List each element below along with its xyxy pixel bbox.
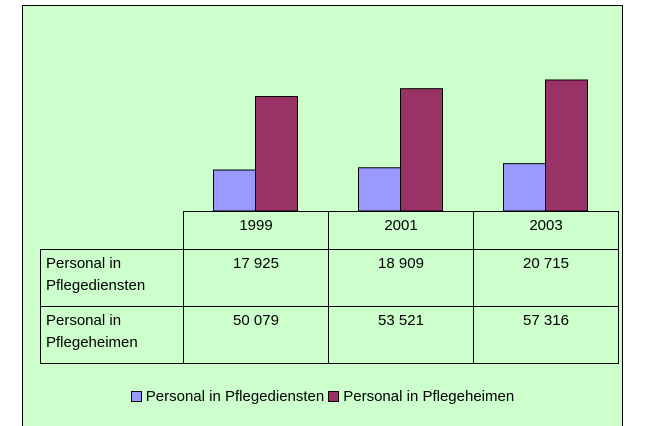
legend-item: Personal in Pflegediensten	[130, 388, 325, 405]
bar	[503, 163, 546, 212]
legend-label: Personal in Pflegeheimen	[343, 388, 515, 405]
value-cell: 50 079	[183, 306, 329, 364]
row-label: Personal in Pflegediensten	[40, 249, 184, 307]
value-cell: 17 925	[183, 249, 329, 307]
value-cell: 57 316	[473, 306, 619, 364]
bar	[400, 88, 443, 212]
value-cell: 20 715	[473, 249, 619, 307]
category-cell: 2003	[473, 211, 619, 250]
bar	[255, 96, 298, 212]
category-cell: 2001	[328, 211, 474, 250]
row-label: Personal in Pflegeheimen	[40, 306, 184, 364]
bar	[545, 79, 588, 212]
chart-area	[22, 5, 623, 426]
legend-swatch	[130, 391, 142, 402]
legend: Personal in Pflegediensten Personal in Pf…	[0, 388, 645, 406]
category-cell: 1999	[183, 211, 329, 250]
bar	[358, 167, 401, 212]
value-cell: 18 909	[328, 249, 474, 307]
legend-swatch	[328, 391, 340, 402]
legend-label: Personal in Pflegediensten	[145, 388, 325, 405]
value-cell: 53 521	[328, 306, 474, 364]
legend-item: Personal in Pflegeheimen	[328, 388, 514, 405]
bar	[213, 169, 256, 212]
